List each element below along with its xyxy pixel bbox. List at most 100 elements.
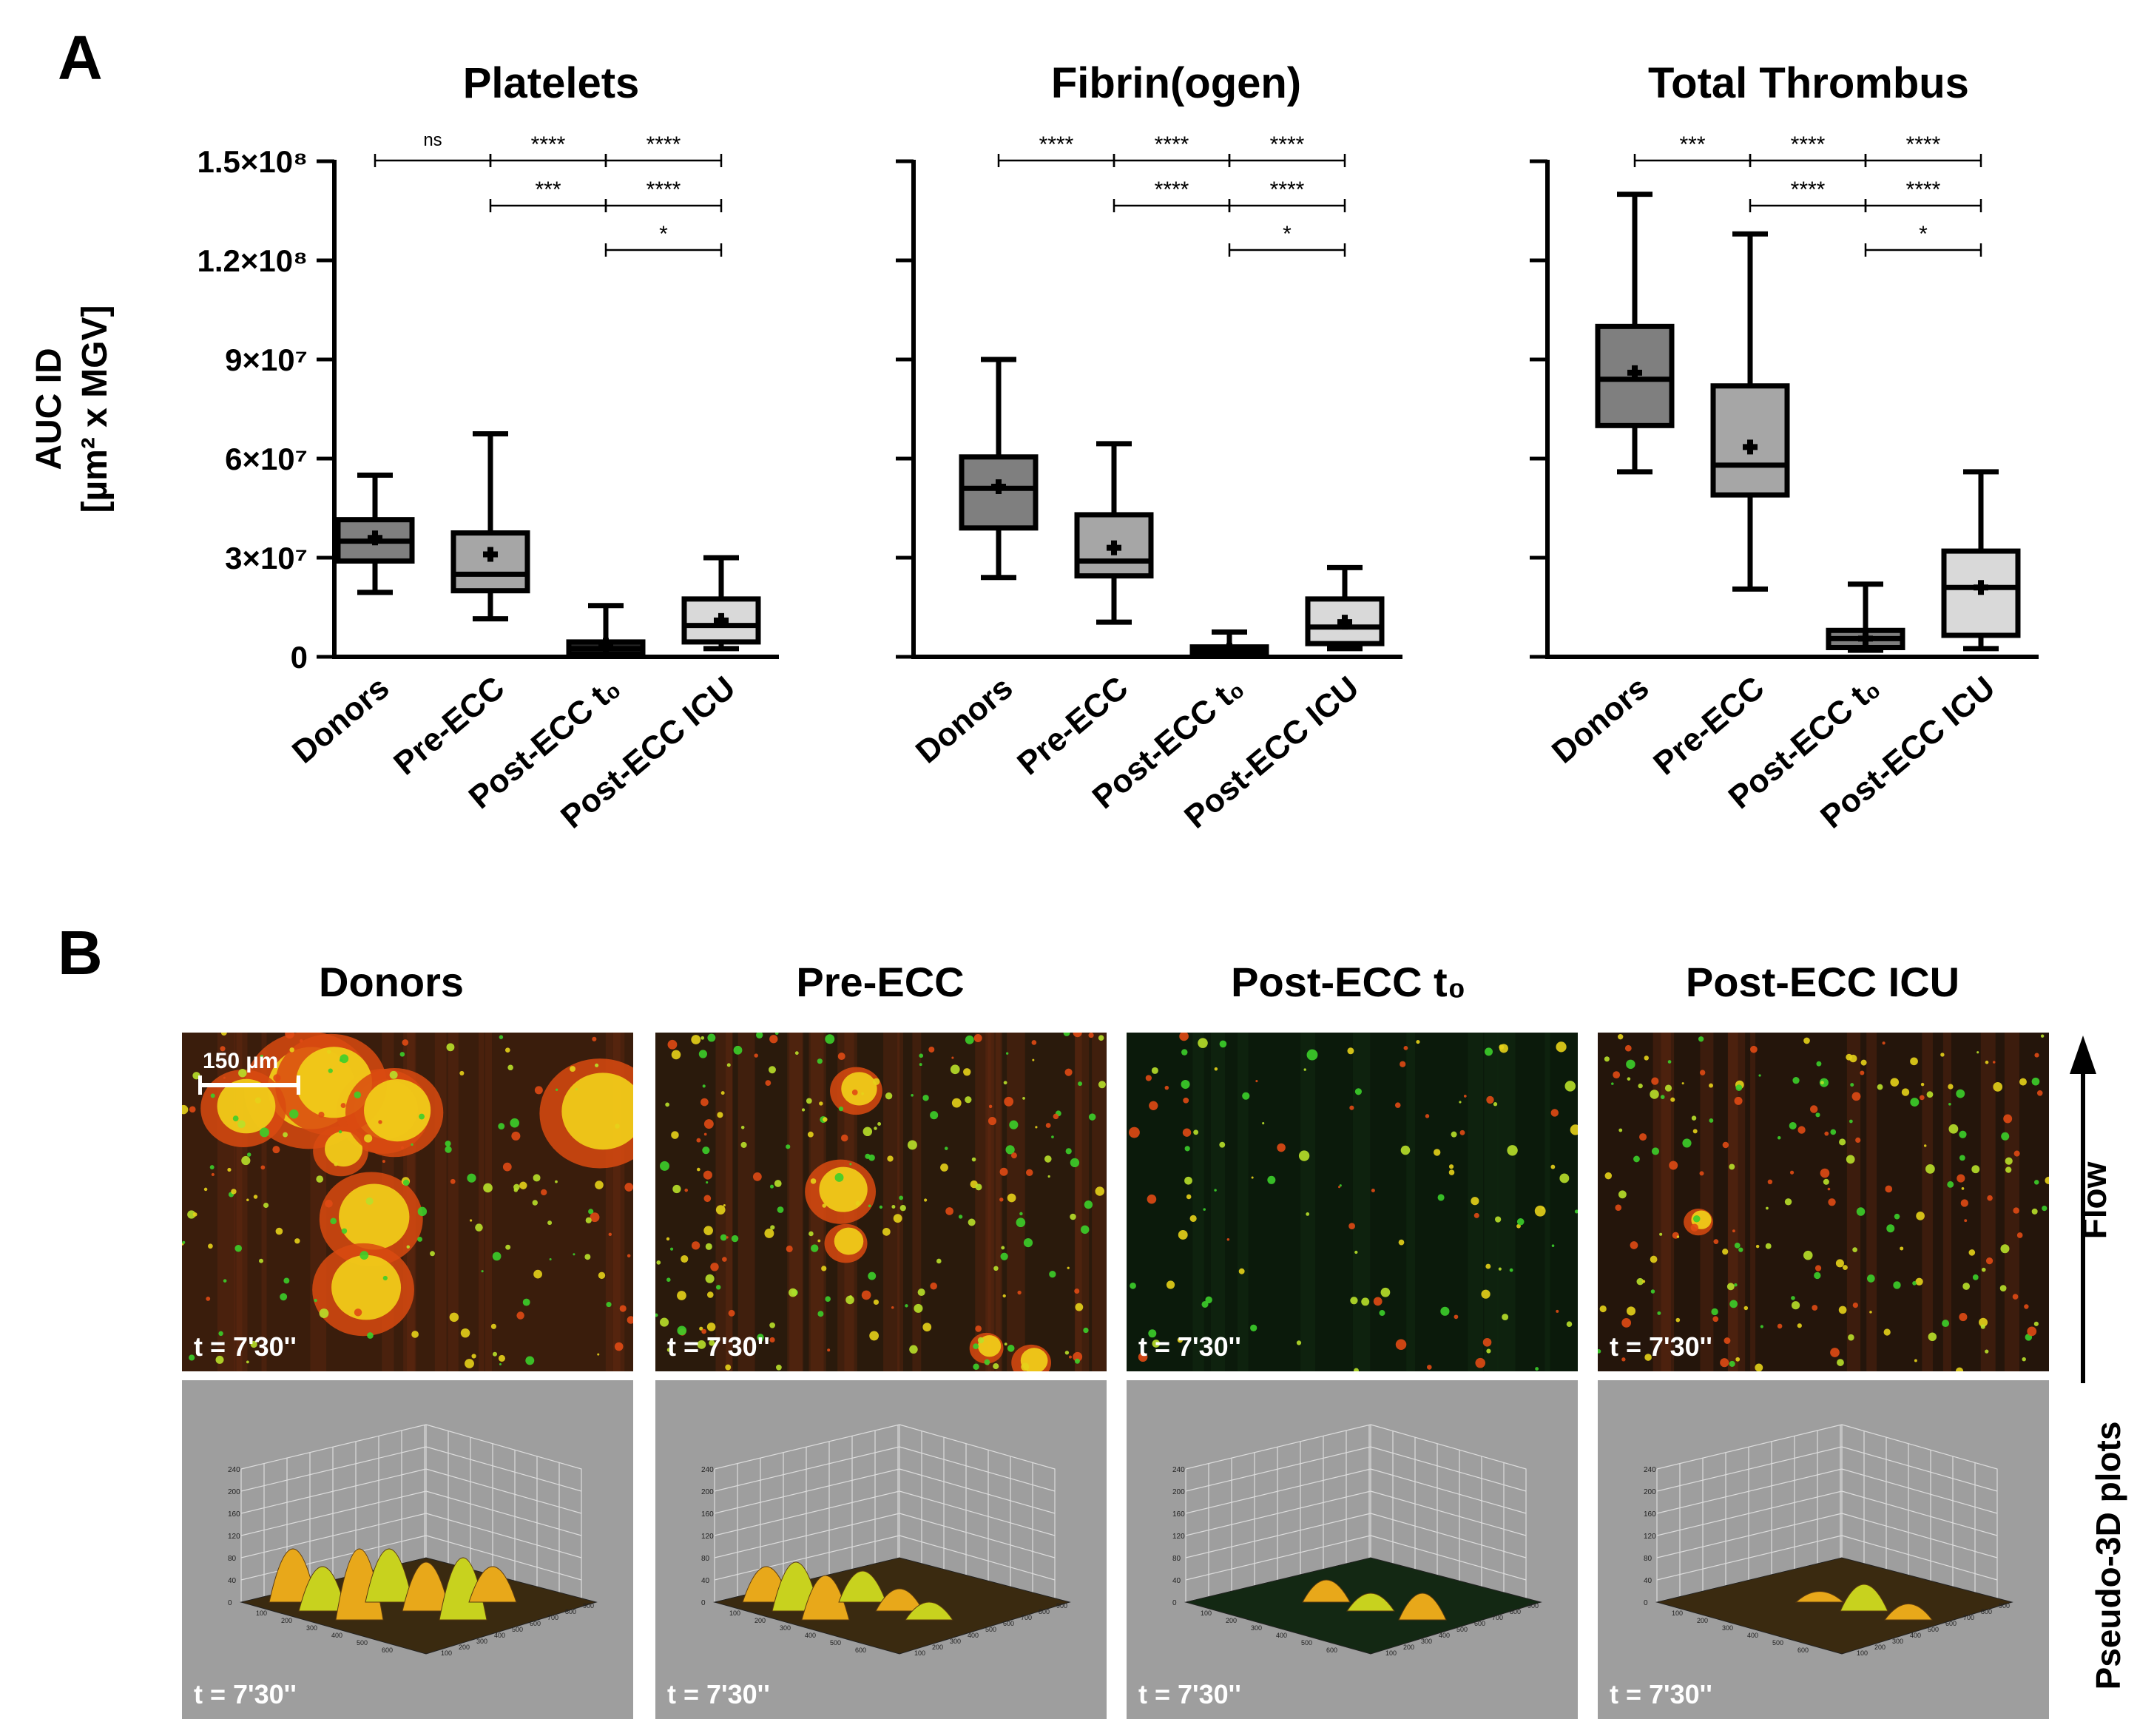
platelet-spot — [702, 1084, 706, 1088]
platelet-spot — [1098, 1081, 1106, 1089]
platelet-spot — [1486, 1348, 1491, 1354]
platelet-spot — [951, 1056, 954, 1059]
platelet-spot — [1676, 1235, 1680, 1238]
platelet-spot — [1473, 1212, 1479, 1218]
x-tick-label: 300 — [476, 1638, 487, 1645]
platelet-spot — [483, 1183, 493, 1193]
platelet-spot — [945, 1207, 953, 1215]
platelet-spot — [1130, 1282, 1136, 1289]
platelet-spot — [702, 1146, 710, 1155]
platelet-spot — [700, 1036, 705, 1040]
z-tick-label: 240 — [701, 1466, 714, 1474]
platelet-spot — [1867, 1274, 1875, 1283]
platelet-spot — [1564, 1081, 1576, 1092]
x-tick-label: 600 — [1474, 1620, 1485, 1627]
mean-marker — [1627, 365, 1642, 380]
flow-streak — [1700, 1033, 1714, 1371]
platelet-spot — [211, 1172, 215, 1177]
x-tick-label: 300 — [950, 1638, 961, 1645]
platelet-spot — [1948, 1084, 1954, 1090]
platelet-spot — [289, 1109, 299, 1119]
platelet-spot — [655, 1313, 658, 1317]
platelet-spot — [1005, 1145, 1015, 1155]
platelet-spot — [703, 1170, 712, 1180]
platelet-spot — [505, 1244, 511, 1250]
platelet-spot — [595, 1181, 604, 1189]
platelet-spot — [873, 1299, 880, 1306]
platelet-spot — [208, 1243, 213, 1249]
grid-line — [1841, 1513, 1998, 1558]
grid-line — [714, 1424, 900, 1470]
grid-line — [240, 1424, 427, 1470]
platelet-spot — [1242, 1092, 1250, 1100]
platelet-spot — [993, 1266, 999, 1271]
platelet-spot — [1063, 1033, 1070, 1036]
platelet-spot — [481, 1270, 484, 1273]
micrograph-post-ecc-t0-image — [1127, 1033, 1578, 1371]
platelet-spot — [1129, 1127, 1140, 1138]
platelet-spot — [1205, 1296, 1212, 1304]
thrombus-core — [325, 1131, 363, 1167]
platelet-spot — [541, 1189, 547, 1196]
y-tick-label: 300 — [1722, 1624, 1733, 1632]
platelet-spot — [570, 1066, 576, 1073]
grid-line — [1370, 1513, 1527, 1558]
platelet-spot — [919, 1053, 924, 1058]
platelet-spot — [275, 1227, 283, 1235]
significance-label: * — [659, 222, 668, 246]
platelet-spot — [1179, 1033, 1189, 1041]
platelet-spot — [1992, 1061, 1996, 1064]
grid-line — [240, 1535, 427, 1581]
platelet-spot — [2031, 1077, 2040, 1086]
x-tick-label: 200 — [1874, 1644, 1886, 1651]
y-tick-label: 400 — [1276, 1632, 1287, 1639]
grid-line — [1841, 1490, 1998, 1536]
platelet-spot — [703, 1195, 712, 1203]
platelet-spot — [1660, 1095, 1665, 1099]
platelet-spot — [677, 1291, 686, 1300]
platelet-spot — [808, 1231, 814, 1237]
z-tick-label: 160 — [228, 1510, 240, 1519]
significance-bracket: **** — [604, 132, 723, 167]
platelet-spot — [1083, 1327, 1089, 1334]
platelet-spot — [1361, 1297, 1370, 1306]
platelet-spot — [1349, 1105, 1354, 1110]
platelet-spot — [699, 1326, 703, 1331]
y-tick-label: 200 — [1226, 1617, 1237, 1624]
platelet-spot — [1627, 1077, 1631, 1081]
platelet-spot — [232, 1115, 239, 1121]
platelet-spot — [547, 1220, 553, 1226]
platelet-spot — [940, 1163, 948, 1172]
platelet-spot — [1047, 1175, 1050, 1178]
platelet-spot — [1815, 1112, 1820, 1118]
platelet-spot — [382, 1160, 385, 1163]
platelet-spot — [516, 1311, 524, 1320]
flow-streak — [1846, 1033, 1861, 1371]
time-label: t = 7'30'' — [194, 1679, 297, 1709]
platelet-spot — [1032, 1058, 1035, 1061]
platelet-spot — [1074, 1289, 1080, 1294]
platelet-spot — [238, 1068, 247, 1078]
chart-0: Platelets 0 3×10⁷ 6×10⁷ 9×10⁷ 1.2×10⁸ 1.5×10⁸ A… — [30, 59, 779, 836]
platelet-spot — [1499, 1044, 1508, 1053]
platelet-spot — [1860, 1059, 1867, 1066]
platelet-spot — [1835, 1259, 1844, 1268]
platelet-spot — [1395, 1339, 1407, 1351]
platelet-spot — [182, 1104, 189, 1115]
platelet-spot — [706, 1181, 709, 1184]
platelet-spot — [993, 1363, 999, 1370]
platelet-spot — [1642, 1280, 1646, 1283]
platelet-spot — [1550, 1109, 1559, 1117]
time-label: t = 7'30'' — [194, 1331, 297, 1362]
platelet-spot — [1599, 1305, 1607, 1313]
platelet-spot — [1064, 1351, 1070, 1355]
platelet-spot — [1184, 1146, 1190, 1152]
platelet-spot — [1016, 1217, 1026, 1228]
platelet-spot — [1182, 1128, 1192, 1137]
x-category-label: Donors — [286, 669, 396, 771]
platelet-spot — [1987, 1195, 1993, 1201]
mean-marker — [714, 612, 729, 628]
platelet-spot — [1626, 1306, 1636, 1316]
